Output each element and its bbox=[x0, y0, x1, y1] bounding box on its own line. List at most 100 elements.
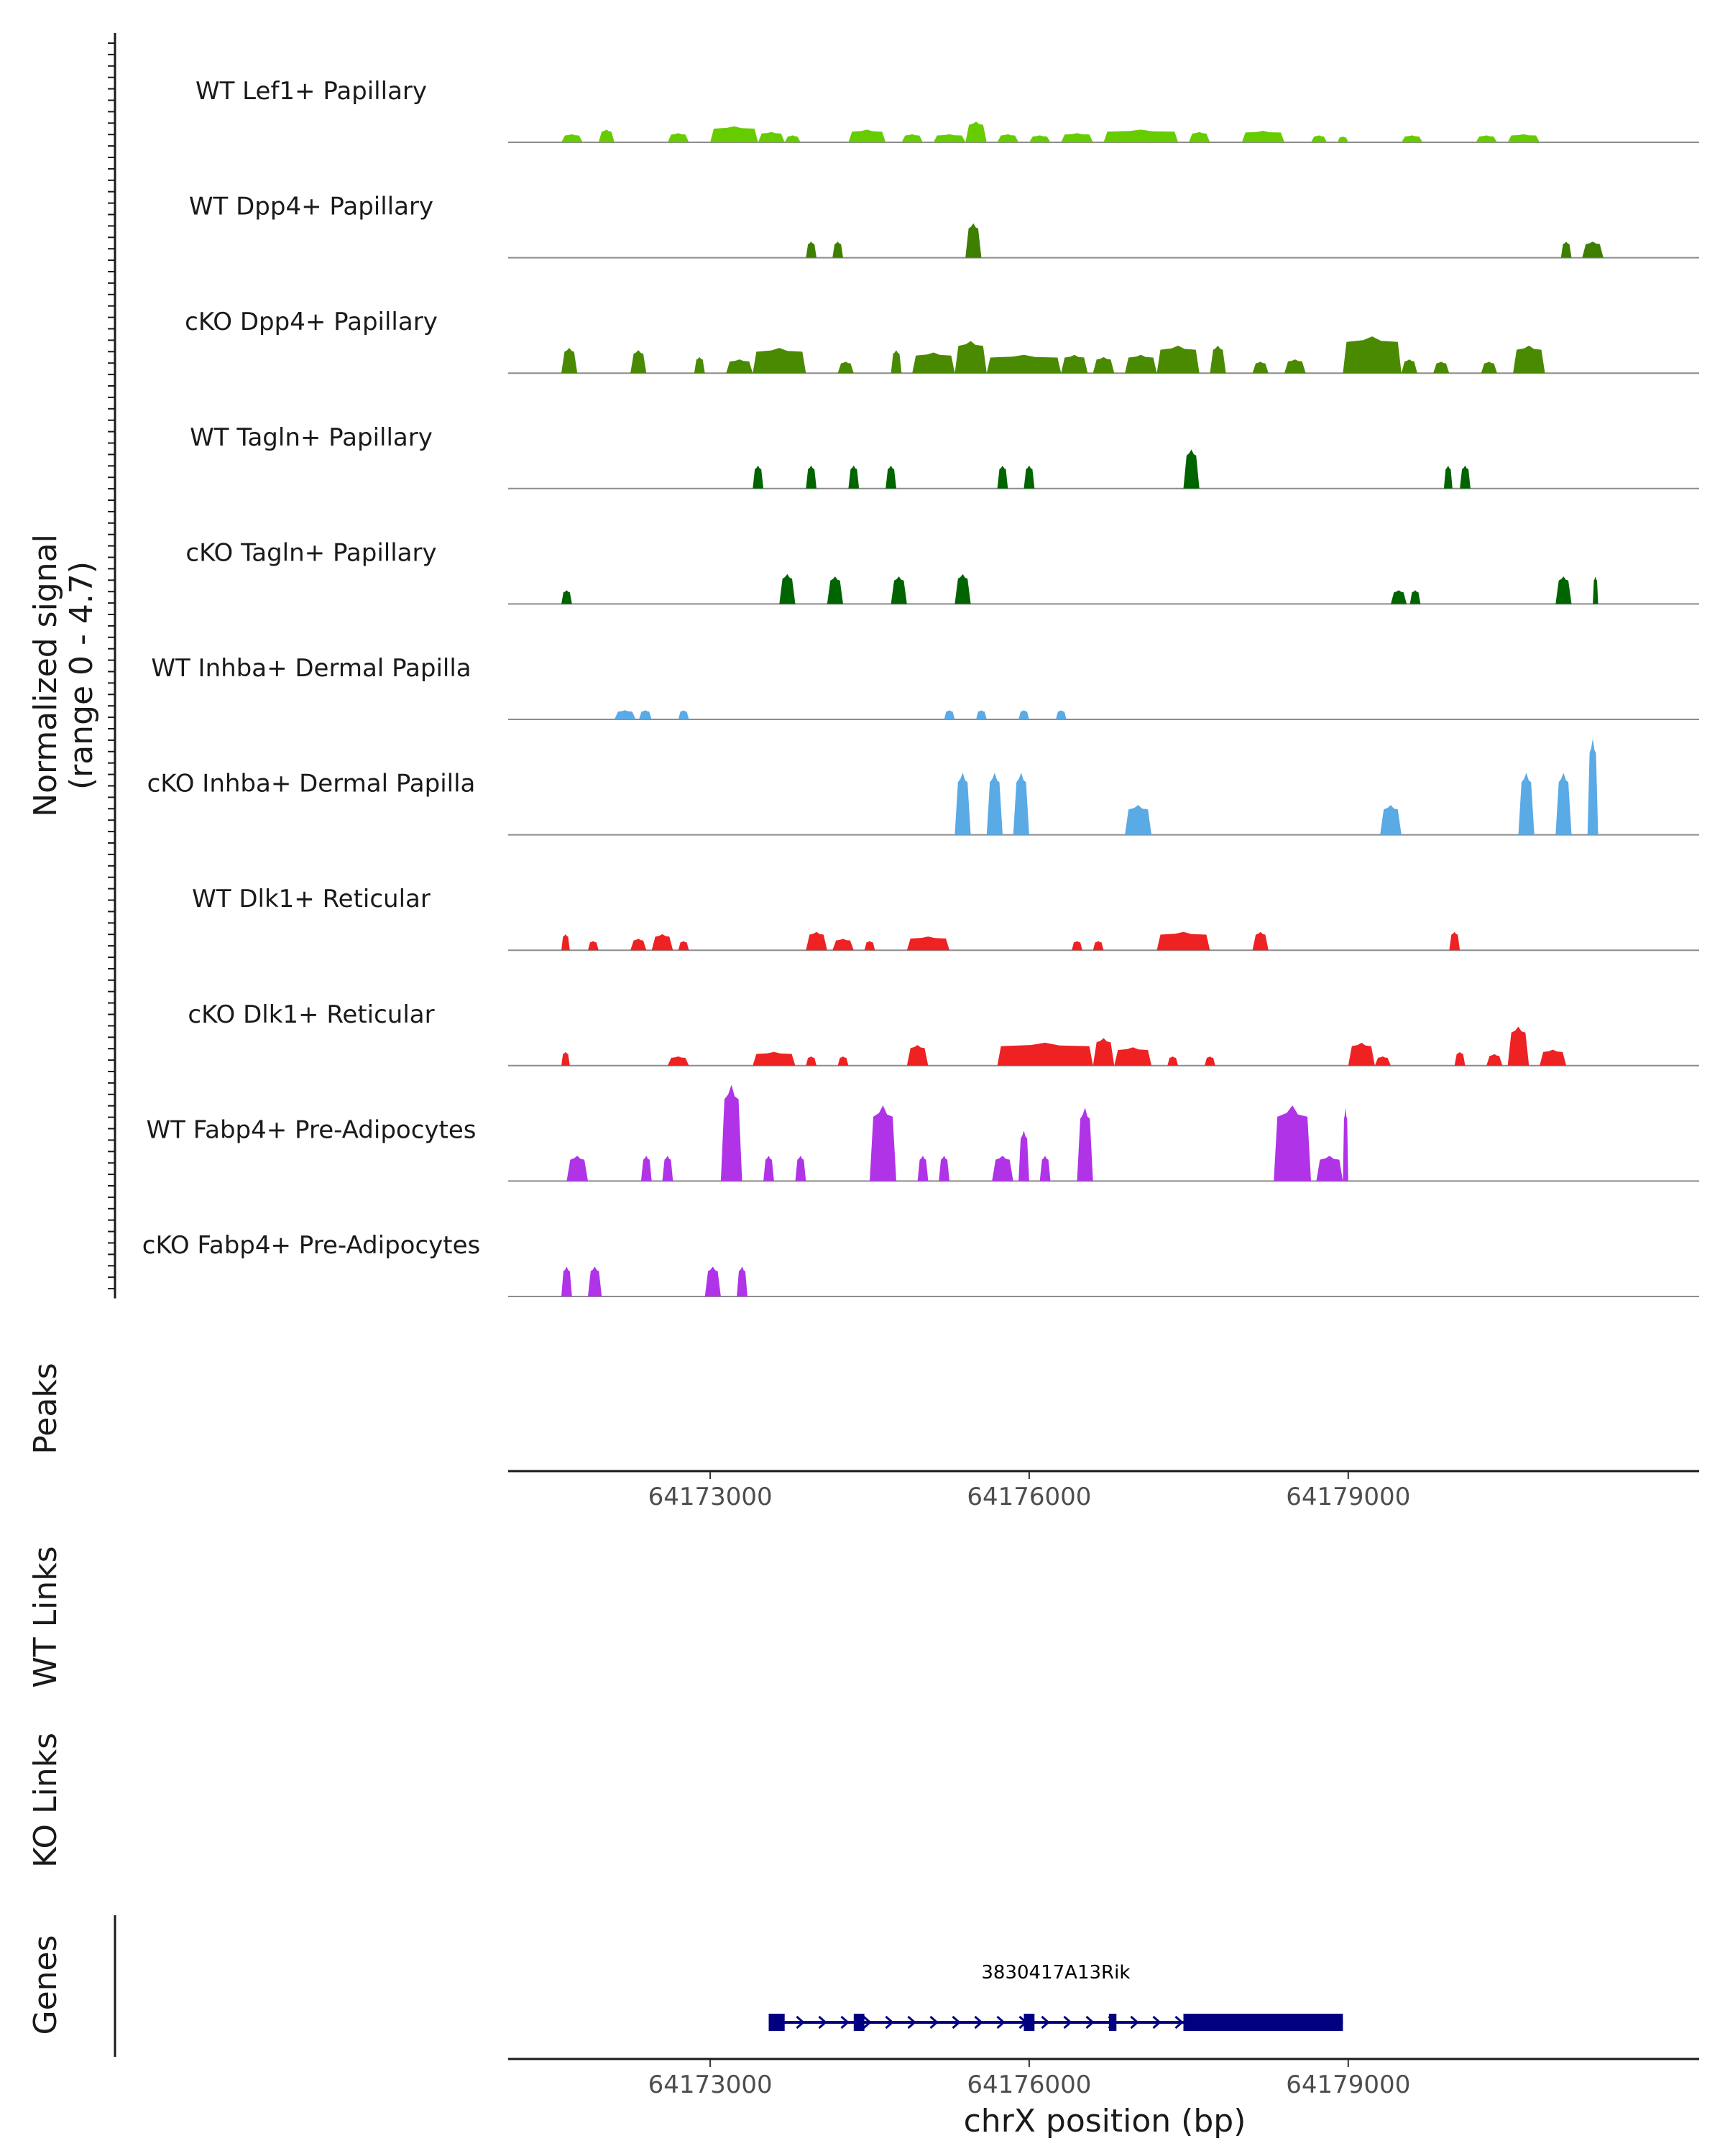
track-label: WT Dpp4+ Papillary bbox=[189, 193, 433, 221]
track: WT Tagln+ Papillary bbox=[190, 423, 1699, 489]
coverage-peak bbox=[1252, 931, 1269, 951]
genes-panel-label: Genes bbox=[27, 1935, 64, 2035]
coverage-peak bbox=[561, 134, 583, 142]
coverage-peak bbox=[662, 1156, 673, 1181]
coverage-peak bbox=[1380, 805, 1402, 835]
coverage-peak bbox=[806, 1056, 816, 1066]
coverage-peak bbox=[1443, 465, 1453, 489]
coverage-peak bbox=[678, 710, 689, 719]
coverage-peak bbox=[1125, 354, 1157, 374]
coverage-peak bbox=[954, 341, 987, 374]
track: cKO Dpp4+ Papillary bbox=[185, 308, 1699, 374]
coverage-peak bbox=[1018, 1130, 1029, 1181]
coverage-peak bbox=[614, 710, 636, 719]
coverage-peak bbox=[588, 941, 599, 951]
gene-strand-arrow bbox=[1063, 2015, 1072, 2030]
gene-strand-arrow bbox=[929, 2015, 939, 2030]
x-tick-label: 64179000 bbox=[1286, 1483, 1410, 1511]
track: cKO Inhba+ Dermal Papilla bbox=[147, 738, 1699, 836]
y-axis-title-line2: (range 0 - 4.7) bbox=[63, 561, 100, 790]
coverage-peak bbox=[1374, 1056, 1391, 1066]
coverage-peak bbox=[1343, 1107, 1348, 1181]
gene-strand-arrow bbox=[840, 2015, 850, 2030]
coverage-peak bbox=[1284, 359, 1306, 374]
gene-strand-arrow bbox=[862, 2015, 872, 2030]
track-label: cKO Inhba+ Dermal Papilla bbox=[147, 770, 476, 798]
coverage-peak bbox=[1156, 931, 1210, 951]
coverage-peak bbox=[779, 573, 796, 604]
gene-strand-arrow bbox=[1085, 2015, 1095, 2030]
coverage-peak bbox=[1183, 449, 1200, 489]
coverage-peak bbox=[986, 773, 1003, 835]
gene-strand-arrow bbox=[974, 2015, 983, 2030]
coverage-peak bbox=[1454, 1051, 1466, 1066]
track: WT Dpp4+ Papillary bbox=[189, 193, 1699, 259]
coverage-peak bbox=[906, 936, 949, 951]
coverage-peak bbox=[640, 1156, 652, 1181]
coverage-peak bbox=[1476, 135, 1497, 142]
track-label: WT Dlk1+ Reticular bbox=[192, 885, 431, 913]
coverage-peak bbox=[1433, 361, 1450, 374]
coverage-peak bbox=[891, 350, 902, 374]
signal-y-axis bbox=[108, 33, 116, 1299]
coverage-peak bbox=[806, 465, 816, 489]
coverage-peak bbox=[1507, 1026, 1530, 1066]
coverage-peak bbox=[1103, 129, 1179, 142]
coverage-peak bbox=[1338, 137, 1348, 142]
coverage-peak bbox=[561, 348, 578, 374]
coverage-peak bbox=[1092, 356, 1115, 374]
coverage-tracks: WT Lef1+ Papillary WT Dpp4+ Papillary cKO … bbox=[142, 77, 1699, 1297]
track: WT Lef1+ Papillary bbox=[196, 77, 1699, 143]
coverage-peak bbox=[864, 941, 875, 951]
coverage-peak bbox=[944, 710, 955, 719]
coverage-peak bbox=[1167, 1056, 1179, 1066]
coverage-peak bbox=[997, 134, 1019, 142]
x-tick-label: 64176000 bbox=[967, 1483, 1091, 1511]
coverage-peak bbox=[1449, 931, 1460, 951]
coverage-peak bbox=[1061, 354, 1088, 374]
coverage-peak bbox=[1560, 241, 1572, 258]
coverage-peak bbox=[954, 573, 971, 604]
coverage-peak bbox=[704, 1266, 721, 1296]
coverage-peak bbox=[997, 1042, 1093, 1066]
track: WT Fabp4+ Pre-Adipocytes bbox=[147, 1084, 1699, 1182]
coverage-peak bbox=[1391, 590, 1407, 604]
coverage-peak bbox=[1024, 465, 1035, 489]
coverage-peak bbox=[1055, 710, 1067, 719]
coverage-peak bbox=[837, 361, 854, 374]
coverage-peak bbox=[1587, 738, 1598, 835]
coverage-peak bbox=[976, 710, 987, 719]
gene-strand-arrow bbox=[1041, 2015, 1050, 2030]
coverage-peak bbox=[1274, 1105, 1311, 1181]
coverage-peak bbox=[1072, 941, 1082, 951]
gene-track bbox=[768, 2014, 1343, 2031]
coverage-peak bbox=[667, 133, 689, 142]
track-label: WT Fabp4+ Pre-Adipocytes bbox=[147, 1115, 477, 1144]
coverage-peak bbox=[1582, 241, 1604, 258]
x-tick-label: 64179000 bbox=[1286, 2070, 1410, 2099]
coverage-peak bbox=[694, 356, 705, 374]
gene-strand-arrow bbox=[885, 2015, 894, 2030]
gene-exon bbox=[1024, 2014, 1035, 2031]
coverage-peak bbox=[784, 135, 801, 142]
coverage-peak bbox=[795, 1156, 806, 1181]
coverage-peak bbox=[1205, 1056, 1215, 1066]
coverage-peak bbox=[848, 129, 886, 142]
coverage-peak bbox=[965, 223, 982, 258]
coverage-peak bbox=[939, 1156, 949, 1181]
coverage-peak bbox=[651, 934, 673, 951]
wt-links-panel-label: WT Links bbox=[27, 1546, 64, 1687]
coverage-peak bbox=[1409, 590, 1421, 604]
track: cKO Tagln+ Papillary bbox=[185, 538, 1699, 605]
coverage-peak bbox=[933, 134, 966, 142]
coverage-peak bbox=[992, 1156, 1013, 1181]
coverage-peak bbox=[1507, 134, 1540, 142]
gene-strand-arrow bbox=[907, 2015, 916, 2030]
coverage-peak bbox=[1092, 941, 1104, 951]
coverage-peak bbox=[1241, 131, 1284, 142]
track-label: cKO Dlk1+ Reticular bbox=[188, 1000, 434, 1029]
coverage-peak bbox=[1013, 773, 1029, 835]
gene-exon bbox=[768, 2014, 785, 2031]
x-tick-label: 64173000 bbox=[648, 1483, 773, 1511]
